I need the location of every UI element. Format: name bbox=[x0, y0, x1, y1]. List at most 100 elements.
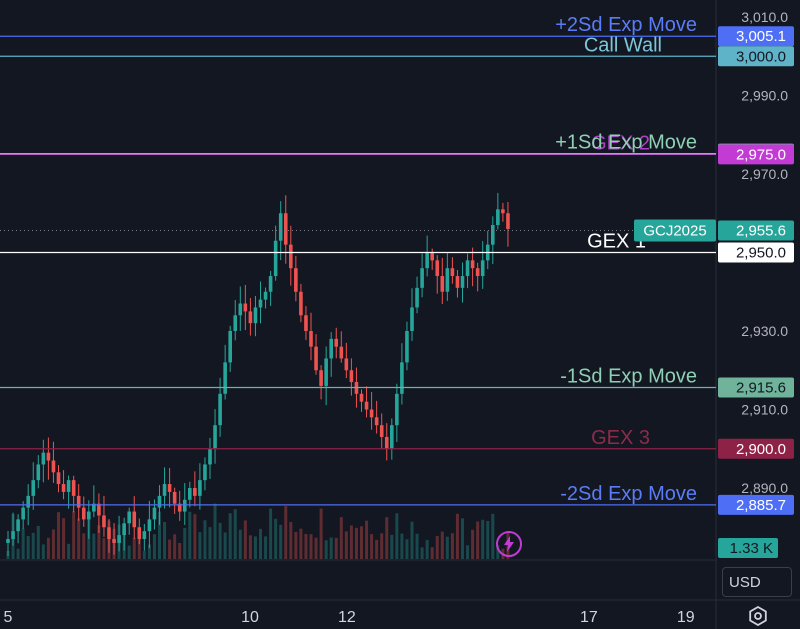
volume-bar bbox=[430, 547, 434, 559]
candle-body bbox=[208, 448, 212, 465]
y-tick-label: 2,970.0 bbox=[741, 166, 788, 182]
candle-body bbox=[41, 452, 46, 465]
volume-bar bbox=[349, 525, 353, 559]
lightning-icon[interactable] bbox=[495, 530, 523, 558]
candle-body bbox=[81, 507, 86, 520]
y-tick-label: 2,990.0 bbox=[741, 88, 788, 104]
volume-bar bbox=[198, 532, 202, 559]
volume-bar bbox=[491, 513, 495, 559]
volume-bar bbox=[269, 508, 273, 559]
candle-body bbox=[76, 495, 81, 508]
currency-button[interactable]: USD bbox=[722, 567, 792, 597]
volume-bar bbox=[203, 520, 207, 559]
candle-body bbox=[137, 527, 142, 540]
level-label: GEX 2 bbox=[591, 132, 650, 154]
candle-body bbox=[167, 484, 172, 492]
candle-body bbox=[152, 507, 157, 520]
volume-bar bbox=[466, 545, 470, 559]
volume-bar bbox=[82, 533, 86, 559]
candle-body bbox=[218, 393, 222, 426]
candle-body bbox=[147, 519, 152, 532]
volume-bar bbox=[248, 535, 252, 559]
volume-bar bbox=[425, 539, 429, 559]
candle-body bbox=[127, 511, 131, 524]
volume-bar bbox=[238, 529, 242, 559]
volume-bar bbox=[309, 534, 313, 559]
volume-bar bbox=[360, 526, 363, 559]
candle-body bbox=[384, 436, 389, 449]
volume-bar bbox=[36, 525, 40, 559]
volume-bar bbox=[158, 511, 161, 559]
volume-bar bbox=[31, 532, 35, 559]
volume-bar bbox=[420, 547, 424, 559]
volume-bar bbox=[496, 545, 500, 559]
candle-body bbox=[112, 539, 116, 543]
volume-bar bbox=[228, 513, 232, 559]
price-box bbox=[718, 46, 794, 67]
candle-body bbox=[400, 362, 404, 394]
candle-body bbox=[263, 291, 268, 300]
volume-bar bbox=[304, 534, 308, 559]
level-label: -2Sd Exp Move bbox=[560, 483, 697, 505]
volume-bar bbox=[435, 535, 439, 559]
candle-body bbox=[162, 484, 167, 496]
candle-body bbox=[66, 480, 71, 492]
volume-bar bbox=[213, 503, 217, 559]
volume-bar bbox=[259, 528, 262, 559]
candle-body bbox=[203, 464, 207, 481]
candle-body bbox=[390, 425, 394, 449]
price-box bbox=[718, 26, 794, 47]
x-tick-label: 17 bbox=[580, 609, 598, 626]
gear-icon[interactable] bbox=[748, 606, 768, 626]
candle-body bbox=[97, 503, 101, 516]
candle-body bbox=[314, 346, 318, 371]
level-label: GEX 3 bbox=[591, 427, 650, 449]
candle-body bbox=[319, 370, 323, 386]
candle-body bbox=[188, 488, 192, 500]
candle-body bbox=[294, 268, 298, 292]
candle-body bbox=[369, 409, 374, 418]
candle-body bbox=[36, 464, 41, 481]
y-tick-label: 2,890.0 bbox=[741, 480, 788, 496]
level-label: -1Sd Exp Move bbox=[560, 366, 697, 388]
volume-bar bbox=[450, 533, 454, 559]
x-tick-label: 5 bbox=[4, 609, 13, 626]
volume-bar bbox=[279, 524, 283, 559]
candle-body bbox=[501, 209, 505, 214]
candle-body bbox=[16, 519, 20, 532]
candle-body bbox=[374, 417, 379, 426]
volume-bar bbox=[41, 544, 45, 559]
volume-bar bbox=[127, 545, 131, 559]
candle-body bbox=[475, 268, 480, 277]
volume-bar bbox=[46, 537, 50, 559]
volume-bar bbox=[445, 536, 449, 559]
candle-body bbox=[364, 401, 369, 410]
candle-body bbox=[470, 260, 475, 269]
candle-body bbox=[268, 276, 273, 292]
volume-bar bbox=[178, 542, 182, 559]
price-box-label: 2,950.0 bbox=[736, 245, 786, 262]
candle-body bbox=[182, 499, 187, 512]
volume-bar bbox=[274, 518, 278, 559]
volume-bar bbox=[67, 543, 71, 559]
volume-bar bbox=[294, 532, 298, 559]
candle-body bbox=[440, 276, 445, 292]
candle-body bbox=[395, 393, 399, 426]
candle-body bbox=[122, 523, 126, 536]
candle-body bbox=[193, 488, 197, 496]
volume-bar bbox=[395, 513, 399, 559]
volume-bar bbox=[57, 512, 60, 559]
candle-body bbox=[56, 472, 61, 485]
volume-bar bbox=[173, 534, 177, 559]
candle-body bbox=[157, 495, 162, 508]
volume-bar bbox=[314, 537, 318, 559]
volume-bar bbox=[324, 540, 328, 559]
price-box bbox=[718, 438, 794, 459]
price-box bbox=[718, 377, 794, 398]
candle-body bbox=[455, 276, 460, 288]
volume-bar bbox=[506, 531, 510, 559]
candle-body bbox=[359, 393, 364, 402]
candle-body bbox=[71, 480, 76, 496]
price-box-label: 2,975.0 bbox=[736, 146, 786, 163]
